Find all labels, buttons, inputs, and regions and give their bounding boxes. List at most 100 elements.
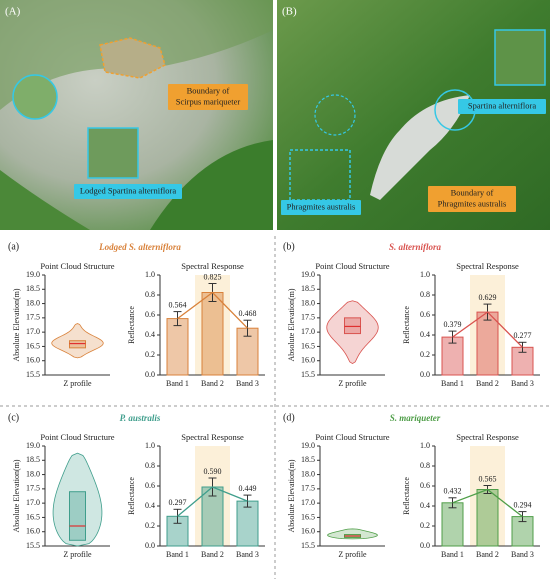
bare-patch xyxy=(370,95,470,200)
y-tick-label: 0.8 xyxy=(145,290,155,299)
y-tick-label: 0.8 xyxy=(145,461,155,470)
y-tick-label: 16.0 xyxy=(26,356,40,365)
x-tick-label: Band 2 xyxy=(201,550,224,559)
y-tick-label: 16.0 xyxy=(26,527,40,536)
photo-label: (A) xyxy=(5,6,21,18)
y-tick-label: 0.2 xyxy=(420,521,430,530)
data-label: 0.825 xyxy=(204,272,222,281)
bar xyxy=(236,500,259,547)
y-tick-label: 19.0 xyxy=(301,270,315,279)
annotation-text: Phragmites australis xyxy=(287,201,356,211)
panel-title: S. alterniflora xyxy=(389,242,442,252)
y-tick-label: 19.0 xyxy=(301,441,315,450)
annotation-box xyxy=(281,200,361,215)
trend-line xyxy=(177,486,248,517)
y-tick-label: 18.0 xyxy=(301,469,315,478)
x-tick-label: Z profile xyxy=(63,550,92,559)
boundary xyxy=(99,37,166,79)
data-label: 0.379 xyxy=(444,320,462,329)
y-axis-label: Absolute Elevation(m) xyxy=(12,459,21,532)
y-tick-label: 0.4 xyxy=(420,501,430,510)
y-tick-label: 16.5 xyxy=(26,341,40,350)
annotation-text: Boundary of xyxy=(187,85,230,95)
annotation-text: Spartina alterniflora xyxy=(468,100,536,110)
panel-label: (b) xyxy=(283,241,295,252)
y-tick-label: 17.5 xyxy=(301,484,315,493)
highlight-circle xyxy=(12,74,58,120)
data-label: 0.294 xyxy=(514,500,532,509)
y-tick-label: 15.5 xyxy=(26,370,40,379)
x-tick-label: Band 1 xyxy=(441,550,464,559)
y-tick-label: 18.5 xyxy=(26,284,40,293)
y-tick-label: 1.0 xyxy=(145,441,155,450)
x-tick-label: Band 1 xyxy=(166,379,189,388)
y-tick-label: 19.0 xyxy=(26,270,40,279)
violin xyxy=(326,300,379,365)
data-label: 0.277 xyxy=(514,331,532,340)
box xyxy=(69,340,86,349)
y-tick-label: 1.0 xyxy=(420,270,430,279)
annotation-box xyxy=(74,184,182,199)
x-tick-label: Band 2 xyxy=(201,379,224,388)
bar xyxy=(441,502,464,547)
annotation-text: Phragmites australis xyxy=(438,198,507,208)
bar xyxy=(166,318,189,376)
x-tick-label: Z profile xyxy=(63,379,92,388)
box xyxy=(344,317,361,335)
x-tick-label: Band 3 xyxy=(236,550,259,559)
y-tick-label: 17.5 xyxy=(301,313,315,322)
y-tick-label: 15.5 xyxy=(26,541,40,550)
y-tick-label: 18.0 xyxy=(301,298,315,307)
panel-title: Lodged S. alterniflora xyxy=(98,242,181,252)
y-axis-label: Reflectance xyxy=(402,477,411,515)
x-tick-label: Band 3 xyxy=(511,379,534,388)
x-tick-label: Band 2 xyxy=(476,379,499,388)
y-tick-label: 17.0 xyxy=(301,498,315,507)
y-tick-label: 17.0 xyxy=(26,327,40,336)
y-tick-label: 16.5 xyxy=(301,341,315,350)
y-tick-label: 0.6 xyxy=(420,481,430,490)
y-tick-label: 0.0 xyxy=(145,541,155,550)
y-tick-label: 16.5 xyxy=(26,512,40,521)
y-tick-label: 18.5 xyxy=(301,284,315,293)
x-tick-label: Band 2 xyxy=(476,550,499,559)
zoom-box xyxy=(87,127,139,179)
panel-label: (c) xyxy=(8,412,19,423)
y-tick-label: 0.2 xyxy=(145,521,155,530)
y-tick-label: 0.8 xyxy=(420,290,430,299)
photo-label: (B) xyxy=(282,6,297,18)
y-tick-label: 18.0 xyxy=(26,298,40,307)
violin xyxy=(52,452,103,547)
y-tick-label: 0.6 xyxy=(145,310,155,319)
y-tick-label: 17.5 xyxy=(26,313,40,322)
data-label: 0.449 xyxy=(239,484,257,493)
y-tick-label: 0.6 xyxy=(145,481,155,490)
y-axis-label: Reflectance xyxy=(127,477,136,515)
y-axis-label: Reflectance xyxy=(402,306,411,344)
highlight-circle xyxy=(314,94,356,136)
y-tick-label: 15.5 xyxy=(301,370,315,379)
x-tick-label: Z profile xyxy=(338,550,367,559)
annotation-box xyxy=(168,84,248,110)
subplot-title: Point Cloud Structure xyxy=(315,261,389,271)
y-tick-label: 16.5 xyxy=(301,512,315,521)
x-tick-label: Band 1 xyxy=(441,379,464,388)
y-tick-label: 1.0 xyxy=(145,270,155,279)
y-tick-label: 0.2 xyxy=(145,350,155,359)
y-tick-label: 1.0 xyxy=(420,441,430,450)
y-tick-label: 16.0 xyxy=(301,356,315,365)
trend-line xyxy=(452,311,523,348)
subplot-title: Spectral Response xyxy=(181,261,244,271)
subplot-title: Spectral Response xyxy=(456,261,519,271)
highlight-band xyxy=(470,446,505,546)
y-tick-label: 0.6 xyxy=(420,310,430,319)
y-tick-label: 0.0 xyxy=(145,370,155,379)
data-label: 0.564 xyxy=(169,300,187,309)
y-tick-label: 15.5 xyxy=(301,541,315,550)
y-axis-label: Absolute Elevation(m) xyxy=(12,288,21,361)
subplot-title: Spectral Response xyxy=(456,432,519,442)
y-tick-label: 0.8 xyxy=(420,461,430,470)
subplot-title: Spectral Response xyxy=(181,432,244,442)
y-tick-label: 17.5 xyxy=(26,484,40,493)
